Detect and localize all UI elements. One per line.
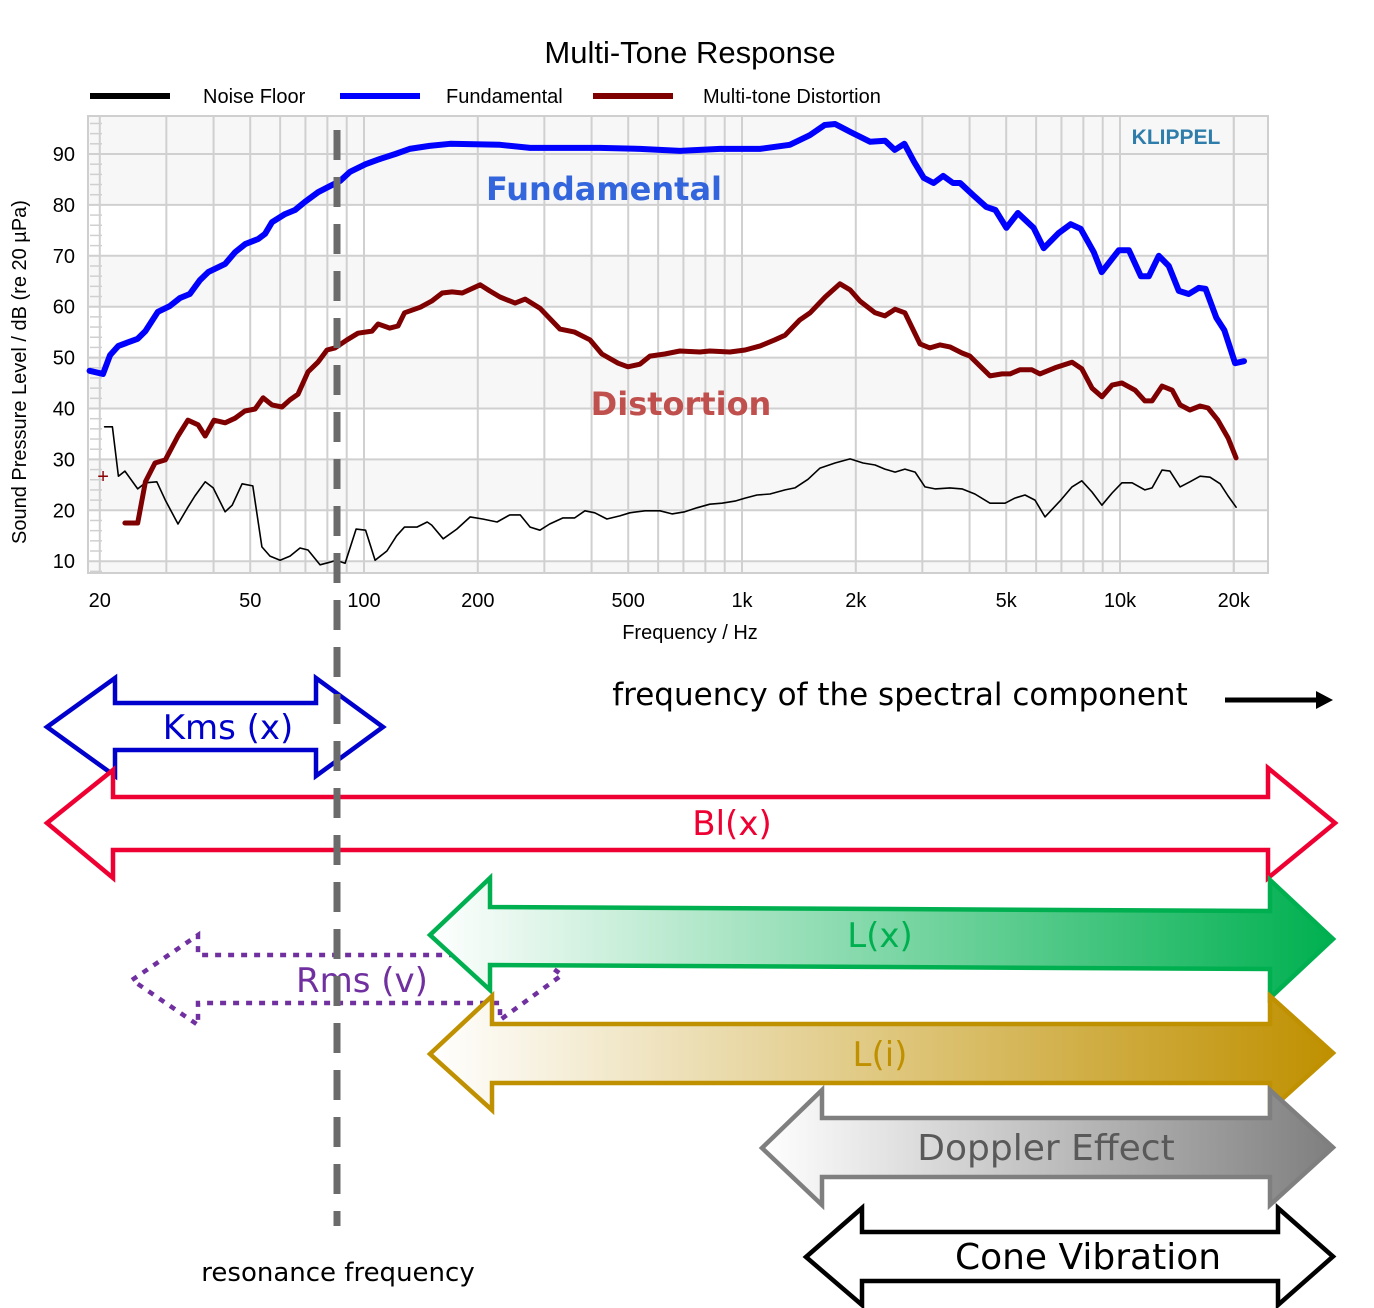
arrow-l-i [426,990,1337,1116]
watermark-klippel: KLIPPEL [1132,126,1221,149]
x-tick-label: 200 [461,590,494,612]
x-tick-label: 10k [1104,590,1137,612]
arrow-label-doppler-effect: Doppler Effect [917,1128,1174,1169]
arrow-rms-v [128,925,566,1030]
y-tick-label: 80 [53,195,75,217]
x-tick-label: 2k [845,590,867,612]
y-tick-label: 70 [53,246,75,268]
annotation-distortion: Distortion [591,385,772,423]
x-axis-label: Frequency / Hz [622,622,758,644]
y-tick-label: 40 [53,399,75,421]
plot-band [88,116,1268,154]
y-tick-label: 90 [53,144,75,166]
x-tick-label: 100 [347,590,380,612]
legend-label-noise-floor: Noise Floor [203,86,306,108]
resonance-caption: resonance frequency [201,1258,474,1288]
x-tick-label: 1k [731,590,753,612]
arrow-doppler-effect [758,1084,1337,1211]
plot-area: 20 50 100 200 500 1k 2k 5k 10k 20k 10 20 30 40 50 60 70 8… [53,115,1269,612]
y-tick-label: 30 [53,449,75,471]
x-tick-label: 20 [89,590,111,612]
noise-floor-line [103,425,1237,566]
right-arrow-icon [1225,691,1333,709]
x-tick-label: 50 [239,590,261,612]
legend-label-distortion: Multi-tone Distortion [703,86,881,108]
legend-label-fundamental: Fundamental [446,86,563,108]
arrow-label-rms-v: Rms (v) [296,961,428,1001]
x-tick-label: 5k [996,590,1018,612]
plot-band [88,459,1268,511]
arrow-label-l-i: L(i) [853,1035,908,1075]
y-tick-label: 20 [53,500,75,522]
plot-border [87,115,1269,574]
plot-band [88,255,1268,307]
plot-band [88,154,1268,205]
arrow-label-l-x: L(x) [847,916,913,956]
arrow-kms-x [43,673,387,781]
plot-band [88,561,1268,573]
arrow-label-cone-vibration: Cone Vibration [955,1237,1221,1278]
legend: Noise Floor Fundamental Multi-tone Disto… [90,86,881,108]
arrow-label-kms-x: Kms (x) [163,708,294,748]
chart-title: Multi-Tone Response [544,35,835,70]
x-tick-label: 500 [612,590,645,612]
marker-plus: + [97,466,109,488]
arrow-label-bl-x: Bl(x) [692,804,771,844]
arrow-bl-x [43,763,1339,883]
distortion-line [122,281,1239,526]
mechanism-arrows: Kms (x) Bl(x) Rms (v) L(x) L(i) Doppler Effec… [43,673,1339,1308]
arrow-l-x [426,872,1337,1004]
annotation-fundamental: Fundamental [486,170,722,208]
y-axis-label: Sound Pressure Level / dB (re 20 µPa) [9,200,31,544]
plot-band [88,357,1268,409]
fundamental-line [86,121,1247,377]
arrow-cone-vibration [802,1203,1337,1308]
frequency-caption: frequency of the spectral component [612,677,1187,713]
x-tick-label: 20k [1218,590,1251,612]
y-tick-label: 60 [53,297,75,319]
y-tick-label: 10 [53,551,75,573]
y-tick-label: 50 [53,348,75,370]
